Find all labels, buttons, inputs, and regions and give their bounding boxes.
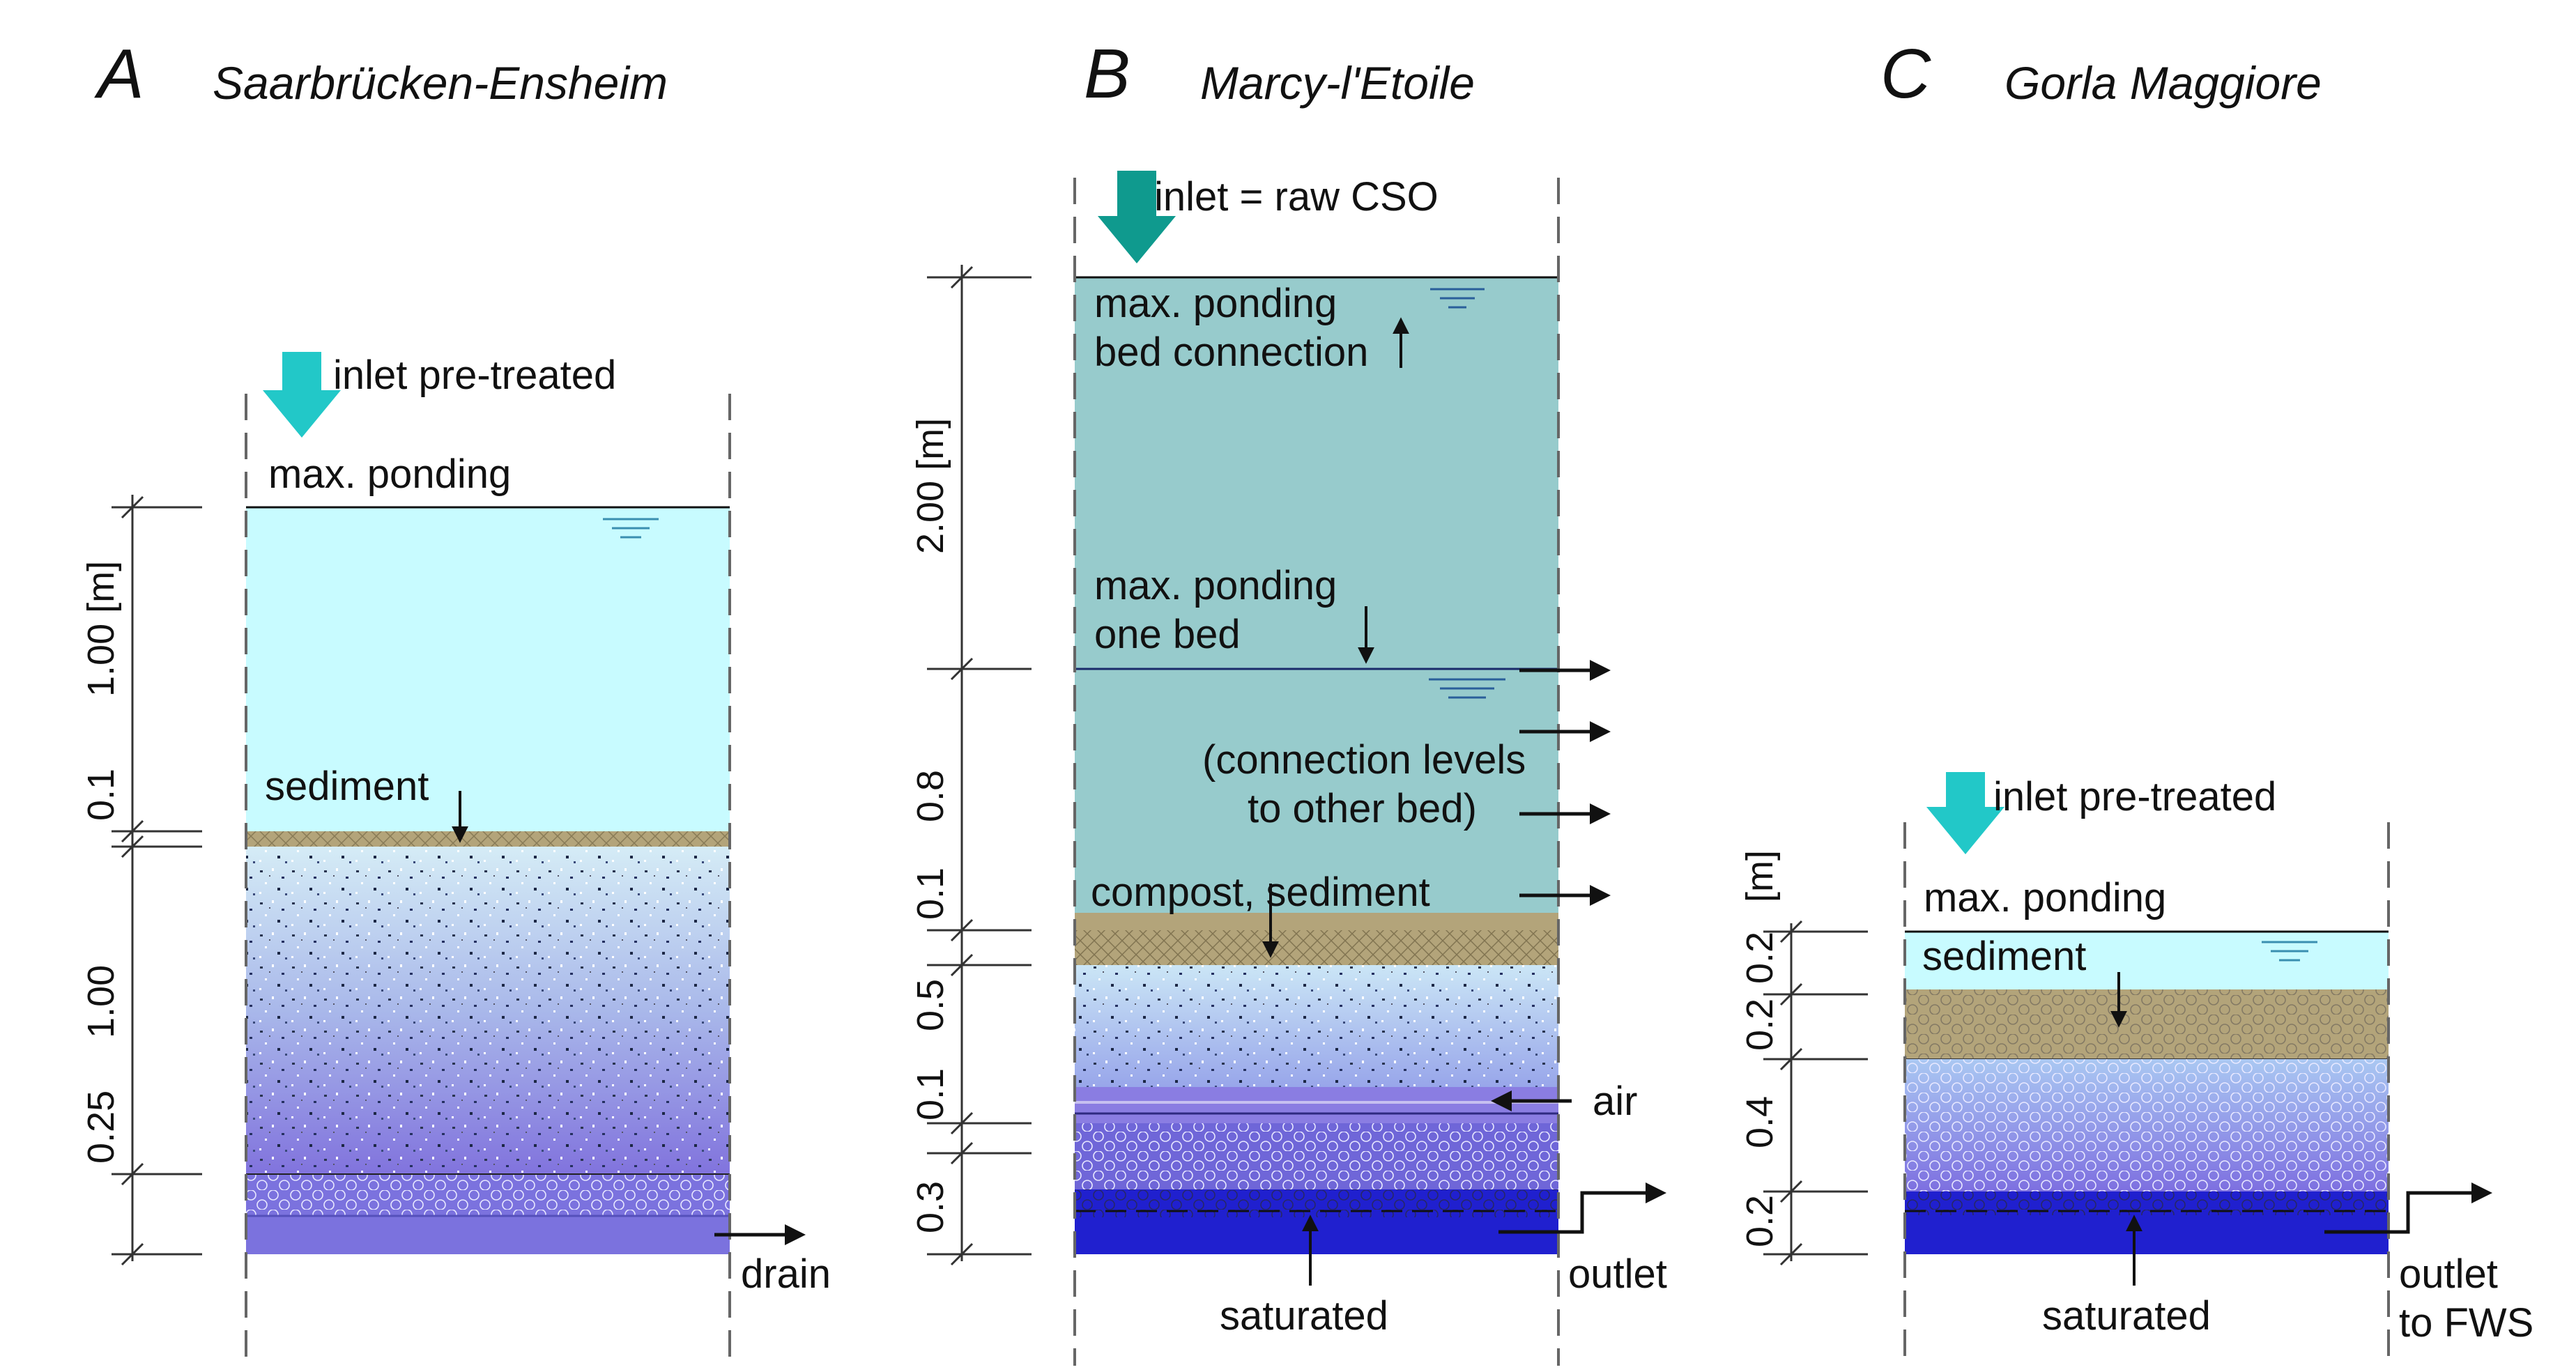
inlet-arrow-icon: [1926, 772, 2004, 854]
panel-b: B Marcy-l'Etoile inlet = raw CSO: [910, 35, 1667, 1366]
panel-b-conn-label-1: (connection levels: [1202, 737, 1526, 783]
panel-b-ponding-one-label-2: one bed: [1094, 612, 1241, 657]
connection-arrows: [1519, 660, 1611, 906]
panel-a-inlet-label: inlet pre-treated: [333, 353, 616, 398]
water-level-icon: [603, 518, 659, 539]
inlet-arrow-icon: [263, 352, 341, 438]
panel-b-site: Marcy-l'Etoile: [1200, 57, 1475, 109]
outlet-arrow-icon: [2324, 1182, 2492, 1234]
panel-a-letter: A: [94, 35, 144, 113]
panel-a-sediment-label: sediment: [265, 764, 429, 809]
panel-b-ponding-conn-label-1: max. ponding: [1094, 281, 1337, 326]
panel-b-dim-filter: 0.5: [910, 979, 951, 1031]
water-level-icon: [1429, 678, 1505, 699]
panel-b-letter: B: [1084, 35, 1130, 113]
panel-b-compost-label: compost, sediment: [1091, 870, 1430, 915]
panel-c-ponding-label: max. ponding: [1924, 875, 2166, 920]
panel-c-saturated-label: saturated: [2042, 1293, 2211, 1339]
panel-b-inlet-label: inlet = raw CSO: [1154, 174, 1439, 219]
panel-b-ponding-conn-label-2: bed connection: [1094, 330, 1368, 375]
panel-b-conn-label-2: to other bed): [1248, 786, 1477, 831]
panel-c-outlet-label-1: outlet: [2399, 1251, 2498, 1297]
panel-b-ponding-one-label-1: max. ponding: [1094, 563, 1337, 608]
panel-b-dimension-scale: [927, 265, 1032, 1266]
panel-c-dim-filter: 0.4: [1739, 1096, 1781, 1148]
inlet-arrow-icon: [1098, 171, 1176, 263]
panel-a-dim-water: 1.00 [m]: [80, 561, 122, 697]
panel-b-dim-lower: 0.8: [910, 770, 951, 822]
panel-c-dimension-scale: [1763, 920, 1868, 1266]
panel-b-water-layer: [1075, 277, 1558, 913]
panel-a-ponding-label: max. ponding: [268, 452, 511, 497]
panel-c-dim-unit: [m]: [1739, 850, 1781, 902]
panel-c-dim-water: 0.2: [1739, 932, 1781, 984]
panel-c-site: Gorla Maggiore: [2004, 57, 2322, 109]
panel-b-saturated-label: saturated: [1220, 1293, 1388, 1339]
panel-a-dimension-scale: [112, 495, 202, 1266]
panel-a-water-layer: [246, 507, 730, 831]
panel-c-sediment-label: sediment: [1922, 934, 2086, 979]
panel-b-dim-air: 0.1: [910, 1068, 951, 1120]
water-level-icon: [1430, 288, 1485, 309]
water-level-icon: [2262, 941, 2317, 962]
panel-c-letter: C: [1880, 35, 1931, 113]
panel-c-inlet-label: inlet pre-treated: [1993, 774, 2276, 819]
panel-a-dim-sed: 0.1: [80, 769, 122, 821]
panel-c: C Gorla Maggiore inlet pre-treated max. …: [1739, 35, 2533, 1366]
panel-c-outlet-label-2: to FWS: [2399, 1300, 2533, 1346]
panel-b-air-layer: [1075, 1087, 1558, 1123]
panel-a-drain-label: drain: [741, 1251, 831, 1297]
outlet-arrow-icon: [1498, 1182, 1666, 1234]
panel-b-air-label: air: [1593, 1079, 1637, 1124]
panel-a: A Saarbrücken-Ensheim inlet pre-treated …: [80, 35, 831, 1366]
panel-a-dim-filter: 1.00: [80, 965, 122, 1038]
panel-c-dim-sat: 0.2: [1739, 1195, 1781, 1247]
panel-b-dim-sed: 0.1: [910, 868, 951, 920]
panel-c-dim-sed: 0.2: [1739, 999, 1781, 1051]
panel-b-dim-upper: 2.00 [m]: [910, 418, 951, 554]
panel-b-outlet-label: outlet: [1568, 1251, 1667, 1297]
panel-a-dim-drainage: 0.25: [80, 1090, 122, 1164]
panel-a-site: Saarbrücken-Ensheim: [213, 57, 668, 109]
panel-b-dim-sat: 0.3: [910, 1181, 951, 1233]
